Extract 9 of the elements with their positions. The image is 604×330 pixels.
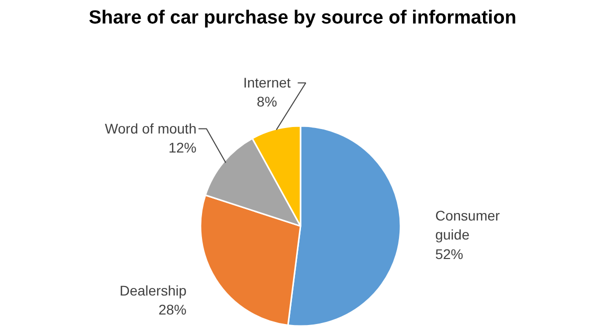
chart-title: Share of car purchase by source of information (88, 8, 516, 28)
data-label: 8% (256, 94, 278, 110)
slice-label: Dealership (120, 282, 187, 299)
data-label: 12% (168, 140, 196, 156)
data-label: 28% (158, 302, 187, 318)
slice-label: Internet (243, 74, 291, 91)
slice-label: Consumer guide (435, 208, 500, 243)
slice-label: Word of mouth (104, 120, 196, 136)
data-label: 52% (435, 246, 464, 262)
